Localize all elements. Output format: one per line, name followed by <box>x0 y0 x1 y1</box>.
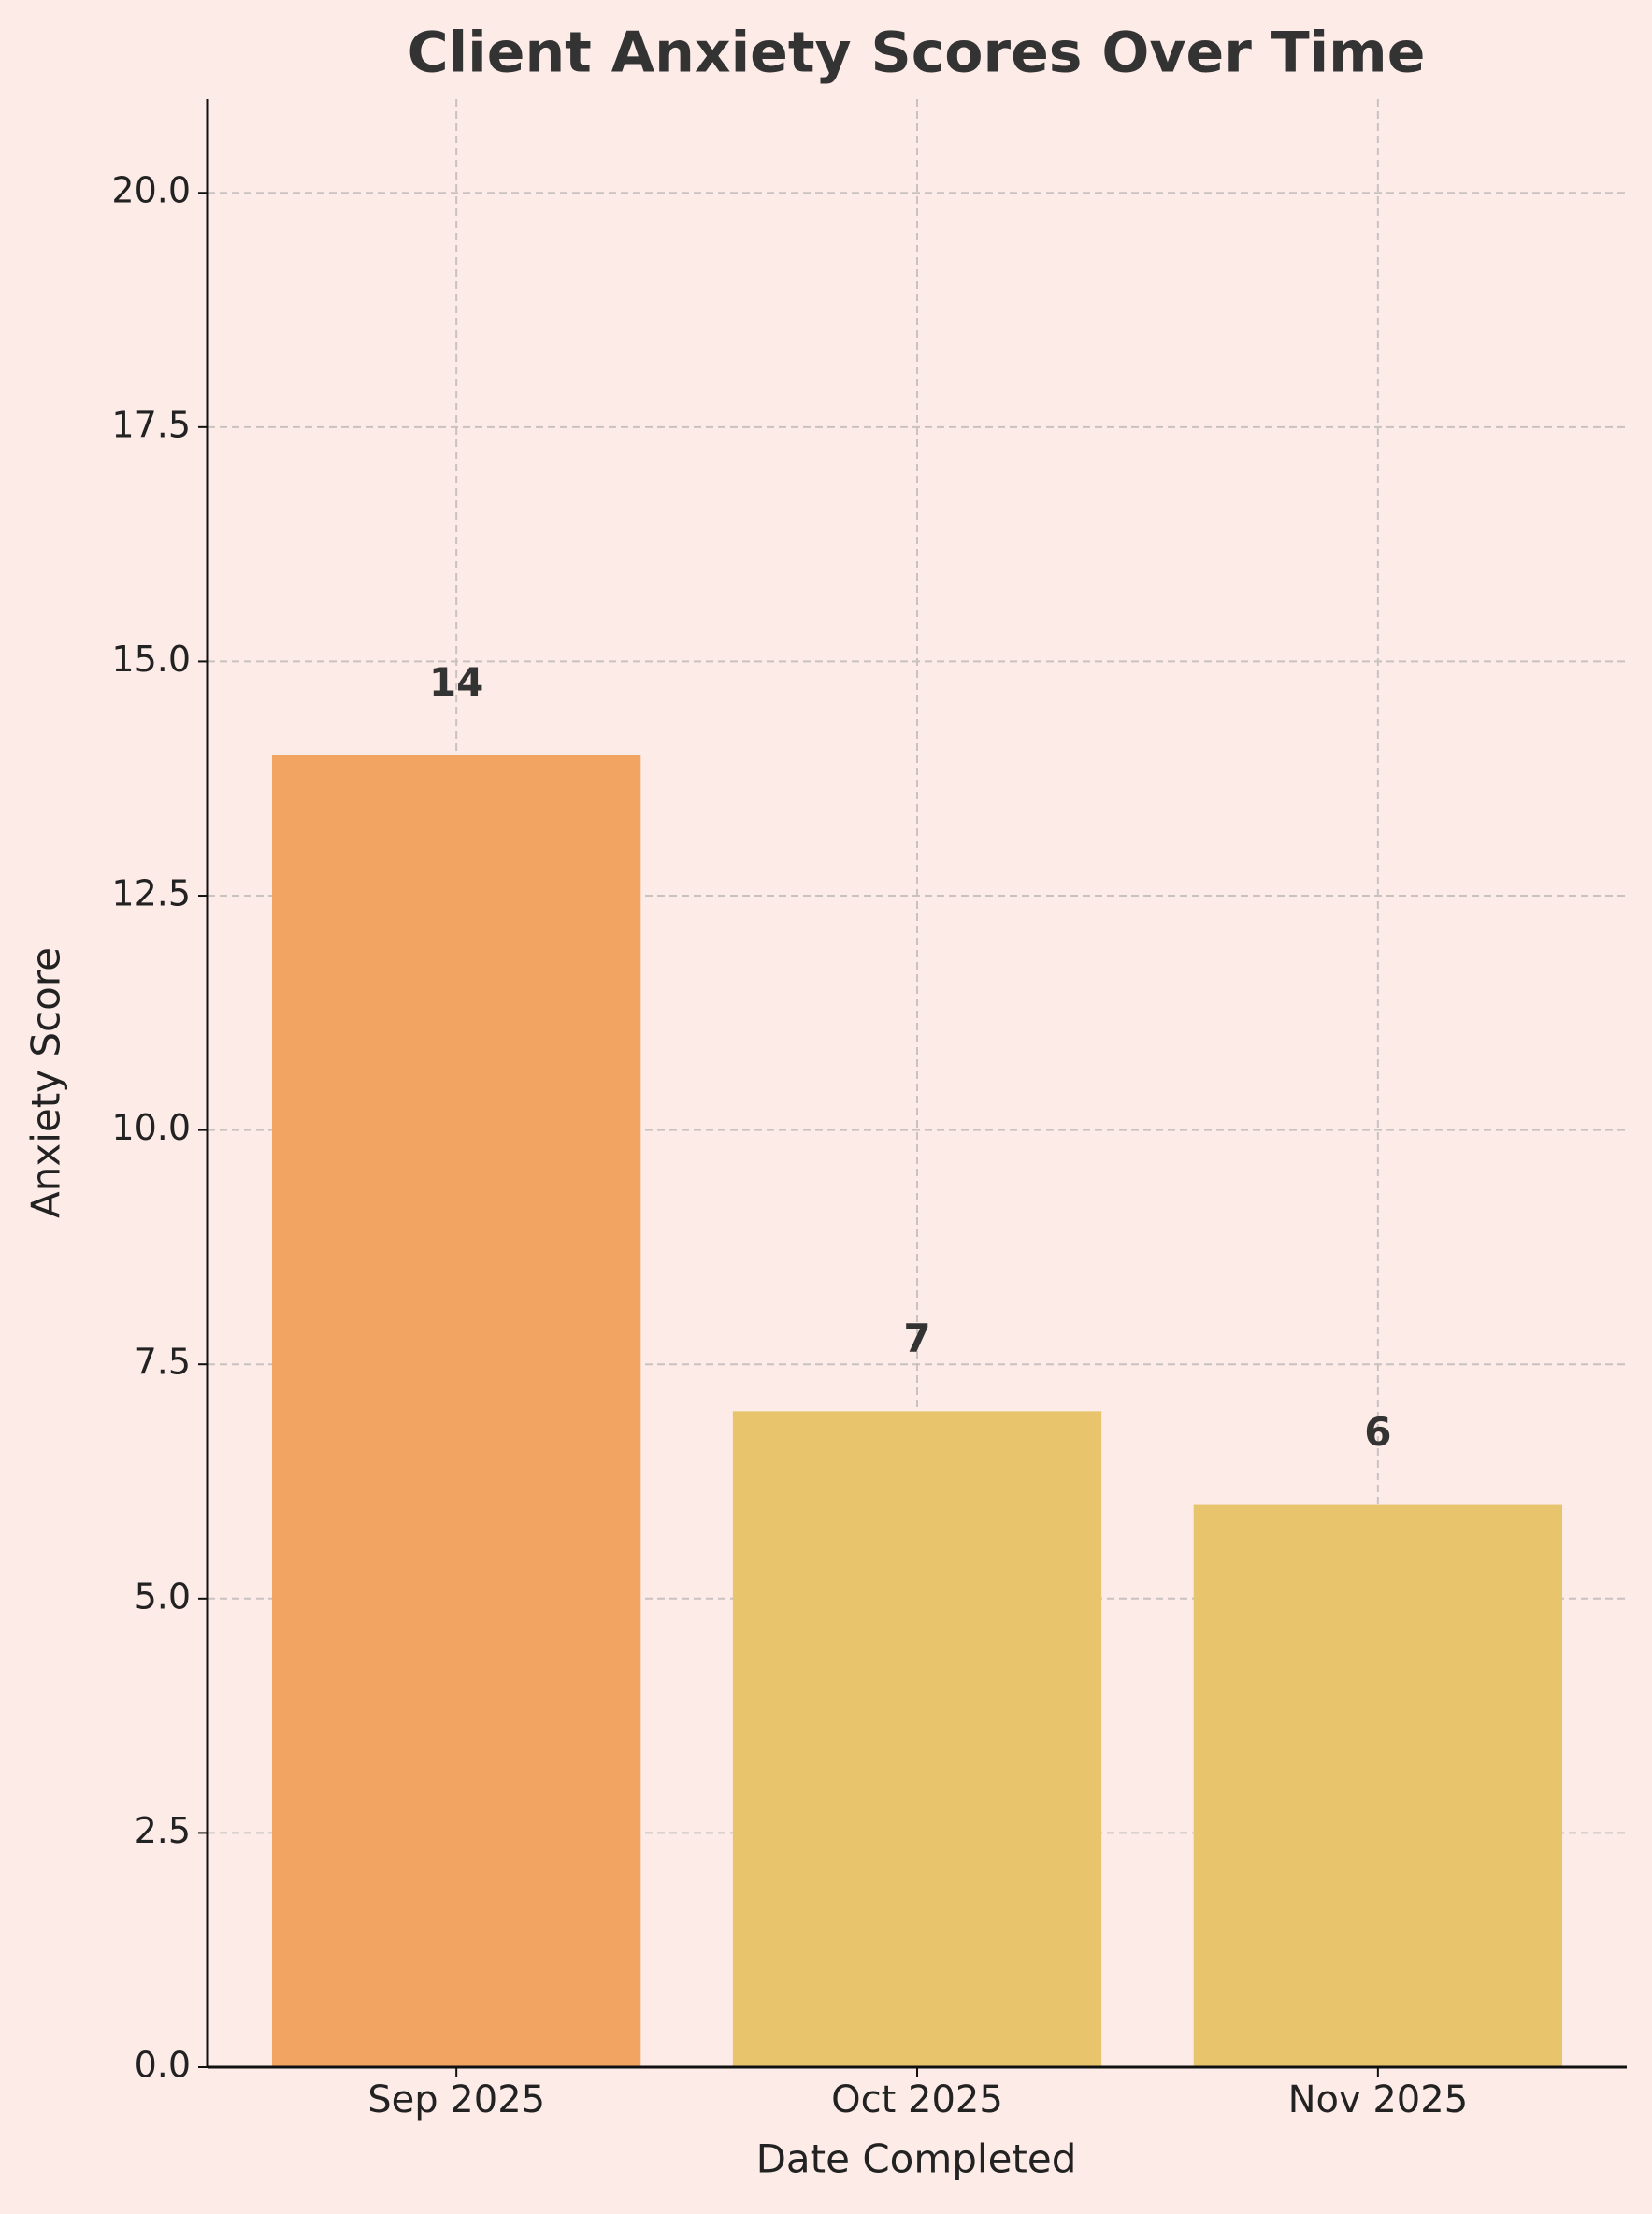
y-tick-label: 5.0 <box>135 1575 191 1617</box>
x-tick-label: Nov 2025 <box>1288 2078 1469 2121</box>
y-axis-label: Anxiety Score <box>23 947 69 1218</box>
value-label: 6 <box>1364 1409 1391 1455</box>
y-tick-label: 0.0 <box>135 2045 191 2086</box>
plot <box>272 755 1562 2067</box>
y-tick-label: 20.0 <box>111 170 191 211</box>
y-tick-label: 17.5 <box>111 404 191 445</box>
y-tick-label: 7.5 <box>135 1342 191 1383</box>
value-label: 14 <box>429 659 483 705</box>
bar <box>1193 1504 1562 2067</box>
bar <box>272 755 641 2067</box>
y-tick-label: 12.5 <box>111 873 191 914</box>
x-axis-label: Date Completed <box>756 2136 1077 2182</box>
y-tick-label: 2.5 <box>135 1810 191 1851</box>
y-tick-label: 10.0 <box>111 1107 191 1148</box>
x-tick-label: Oct 2025 <box>831 2078 1003 2121</box>
x-tick-label: Sep 2025 <box>367 2078 545 2121</box>
chart-title: Client Anxiety Scores Over Time <box>408 21 1426 86</box>
value-label: 7 <box>903 1315 930 1361</box>
bar <box>732 1411 1102 2067</box>
y-tick-label: 15.0 <box>111 639 191 680</box>
